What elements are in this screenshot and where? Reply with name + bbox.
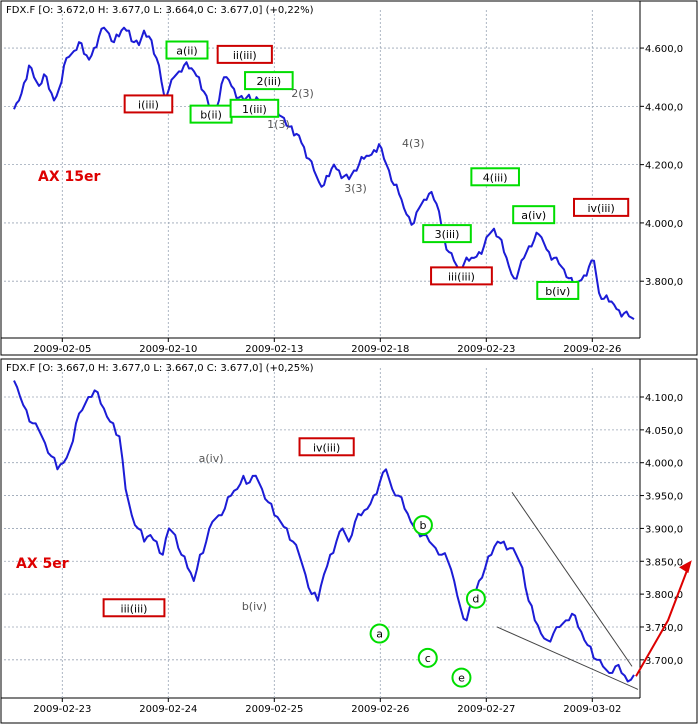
wave-label: 4(iii) (483, 171, 508, 184)
chart-5min: 4.100,0 4.050,0 4.000,0 3.950,0 3.900,0 3.850… (0, 358, 698, 724)
wave-label-box (298, 437, 355, 457)
channel-upper-line (511, 491, 633, 667)
wave-label: 2(3) (291, 87, 314, 100)
chart-15min: 4.600,0 4.400,0 4.200,0 4.000,0 3.800,0 2009-… (0, 0, 698, 356)
chart-title: AX 15er (38, 169, 100, 185)
y-tick-label: 4.400,0 (645, 102, 683, 113)
wave-label: 3(iii) (435, 228, 460, 241)
y-tick-label: 4.000,0 (645, 459, 683, 470)
wave-label-box (244, 71, 294, 91)
wave-label: a(iv) (521, 209, 546, 222)
projection-arrow (635, 562, 691, 677)
wave-label: b(ii) (200, 109, 222, 122)
wave-label-box (229, 98, 280, 118)
wave-label: iii(iii) (448, 270, 475, 283)
y-tick-label: 4.000,0 (645, 219, 683, 230)
chart-title: AX 5er (16, 556, 69, 572)
price-series-line (13, 26, 635, 320)
wave-label-box (512, 205, 556, 225)
wave-label-box (470, 167, 520, 187)
ohlc-header: FDX.F [O: 3.667,0 H: 3.677,0 L: 3.667,0 … (6, 363, 314, 374)
wave-label: iv(iii) (313, 441, 340, 454)
wave-label: 2(iii) (256, 75, 281, 88)
y-tick-label: 4.050,0 (645, 426, 683, 437)
wave-label-box (165, 40, 209, 60)
x-tick-label: 2009-02-10 (139, 344, 197, 355)
wave-label: iv(iii) (587, 202, 614, 215)
wave-label: 4(3) (402, 137, 425, 150)
wave-label: a(iv) (199, 452, 224, 465)
wave-label: d (472, 593, 479, 606)
x-tick-label: 2009-02-23 (33, 704, 91, 715)
wave-label: a(ii) (176, 45, 197, 58)
ohlc-header: FDX.F [O: 3.672,0 H: 3.677,0 L: 3.664,0 … (6, 5, 314, 16)
wave-label-box (123, 94, 174, 114)
price-series-line (13, 380, 635, 683)
wave-label-box (216, 44, 273, 64)
x-tick-label: 2009-02-23 (457, 344, 515, 355)
wave-label: i(iii) (138, 98, 159, 111)
wave-label: c (425, 652, 431, 665)
wave-label: b(iv) (545, 285, 570, 298)
wave-label: 3(3) (344, 182, 367, 195)
x-tick-label: 2009-02-26 (351, 704, 409, 715)
x-tick-label: 2009-02-26 (563, 344, 621, 355)
y-tick-label: 4.600,0 (645, 44, 683, 55)
wave-label-circle (369, 623, 390, 644)
wave-label-box (422, 224, 472, 244)
x-tick-label: 2009-02-27 (457, 704, 515, 715)
y-tick-label: 4.200,0 (645, 161, 683, 172)
y-tick-label: 3.800,0 (645, 590, 683, 601)
x-tick-label: 2009-03-02 (563, 704, 621, 715)
wave-label: 1(iii) (242, 103, 267, 116)
y-tick-label: 3.700,0 (645, 656, 683, 667)
wave-label: e (458, 672, 465, 685)
wave-label-box (536, 280, 580, 300)
wave-label: ii(iii) (233, 49, 257, 62)
channel-lower-line (496, 626, 639, 690)
wave-label: 1(3) (267, 118, 290, 131)
wave-label: b(iv) (242, 600, 267, 613)
wave-label-box (102, 598, 166, 618)
wave-label: a (376, 628, 383, 641)
y-tick-label: 3.900,0 (645, 524, 683, 535)
wave-label-circle (412, 515, 433, 536)
y-tick-label: 4.100,0 (645, 393, 683, 404)
projection-arrow-head (679, 560, 692, 574)
wave-label-circle (451, 667, 472, 688)
wave-label: iii(iii) (121, 602, 148, 615)
wave-label: b (419, 519, 426, 532)
y-tick-label: 3.950,0 (645, 492, 683, 503)
x-tick-label: 2009-02-13 (245, 344, 303, 355)
x-tick-label: 2009-02-24 (139, 704, 197, 715)
wave-label-box (430, 266, 493, 286)
wave-label-circle (465, 588, 486, 609)
x-tick-label: 2009-02-05 (33, 344, 91, 355)
y-tick-label: 3.850,0 (645, 557, 683, 568)
x-tick-label: 2009-02-18 (351, 344, 409, 355)
wave-label-box (573, 197, 630, 217)
x-tick-label: 2009-02-25 (245, 704, 303, 715)
y-tick-label: 3.800,0 (645, 277, 683, 288)
wave-label-circle (417, 647, 438, 668)
